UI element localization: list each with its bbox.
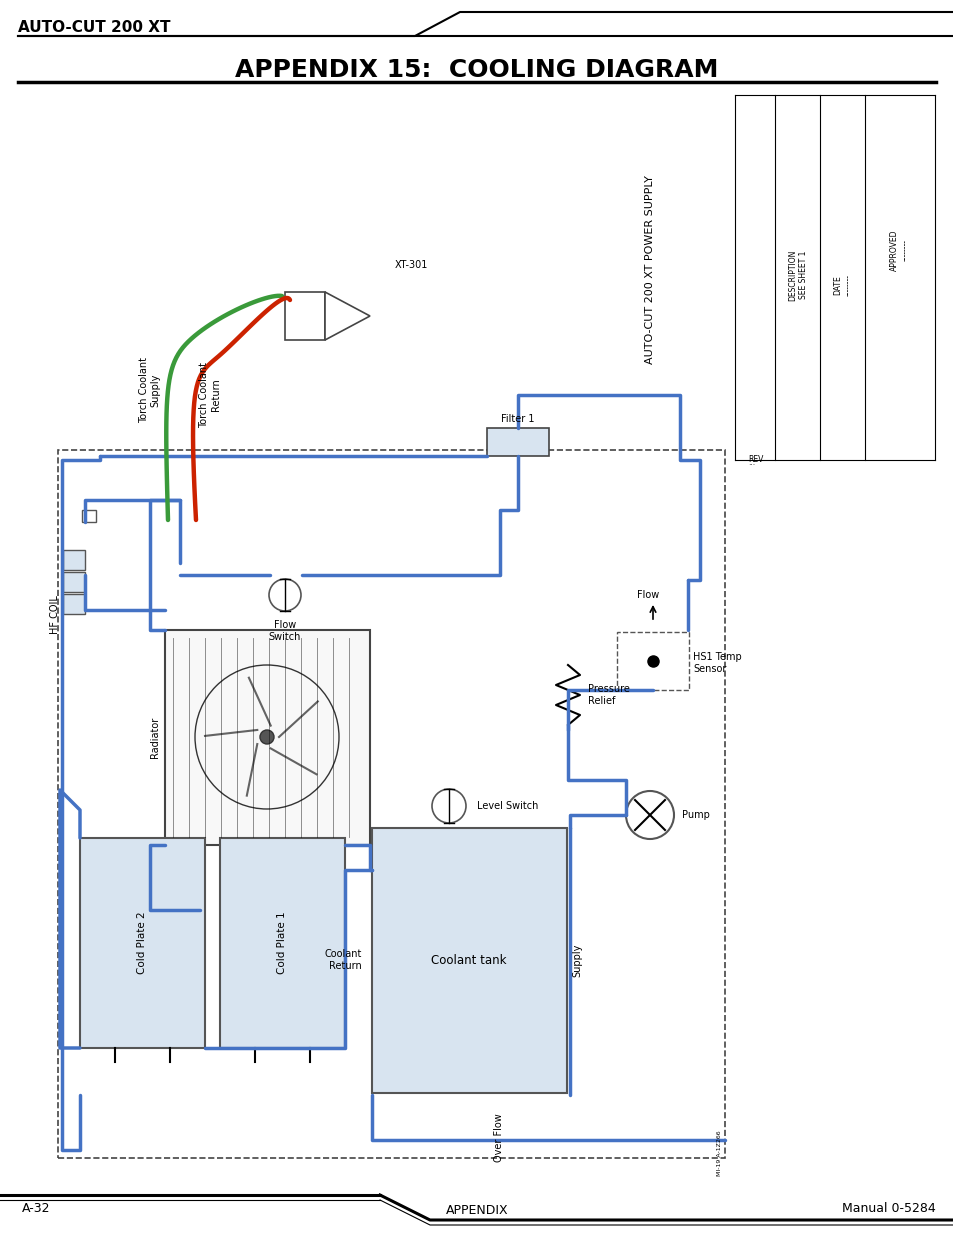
Text: DESCRIPTION
SEE SHEET 1: DESCRIPTION SEE SHEET 1 (787, 249, 807, 300)
Bar (63, 572, 85, 592)
Text: Pump: Pump (681, 810, 709, 820)
Bar (165, 630, 370, 845)
Text: HS1 Temp
Sensor: HS1 Temp Sensor (692, 652, 741, 673)
Text: Manual 0-5284: Manual 0-5284 (841, 1202, 935, 1214)
Text: Over Flow: Over Flow (494, 1113, 503, 1162)
Text: Torch Coolant
Return: Torch Coolant Return (199, 362, 220, 429)
Bar (617, 632, 688, 690)
Bar (63, 594, 85, 614)
Text: Level Switch: Level Switch (476, 802, 537, 811)
Text: Supply: Supply (572, 944, 581, 977)
Text: ...: ... (747, 458, 755, 467)
Bar (63, 550, 85, 571)
Text: Pressure
Relief: Pressure Relief (587, 684, 629, 705)
Bar (285, 291, 325, 340)
Bar (80, 839, 205, 1049)
Text: APPROVED
--------: APPROVED -------- (889, 230, 909, 270)
Text: MI-19 A-1Z266: MI-19 A-1Z266 (717, 1130, 721, 1176)
Text: REV: REV (747, 454, 762, 464)
Text: A-32: A-32 (22, 1202, 51, 1214)
Text: APPENDIX 15:  COOLING DIAGRAM: APPENDIX 15: COOLING DIAGRAM (235, 58, 718, 82)
Bar (82, 510, 96, 522)
Text: XT-301: XT-301 (395, 261, 428, 270)
Text: Flow
Switch: Flow Switch (269, 620, 301, 642)
Text: Filter 1: Filter 1 (500, 414, 535, 424)
Text: Torch Coolant
Supply: Torch Coolant Supply (139, 357, 161, 424)
Text: Flow: Flow (637, 590, 659, 600)
Text: AUTO-CUT 200 XT: AUTO-CUT 200 XT (18, 20, 171, 35)
Text: APPENDIX: APPENDIX (445, 1203, 508, 1216)
Polygon shape (325, 291, 370, 340)
Text: Cold Plate 2: Cold Plate 2 (137, 911, 147, 974)
Text: DATE
--------: DATE -------- (832, 274, 852, 296)
Bar (372, 827, 566, 1093)
Bar (58, 450, 724, 1158)
Circle shape (260, 730, 274, 743)
Bar (486, 429, 548, 456)
Bar (220, 839, 345, 1049)
Text: Coolant tank: Coolant tank (431, 953, 506, 967)
Text: Radiator: Radiator (150, 716, 160, 757)
Text: AUTO-CUT 200 XT POWER SUPPLY: AUTO-CUT 200 XT POWER SUPPLY (644, 175, 655, 364)
Text: HF COIL: HF COIL (50, 595, 60, 635)
Text: Coolant
Return: Coolant Return (324, 950, 361, 971)
Text: Cold Plate 1: Cold Plate 1 (276, 911, 287, 974)
